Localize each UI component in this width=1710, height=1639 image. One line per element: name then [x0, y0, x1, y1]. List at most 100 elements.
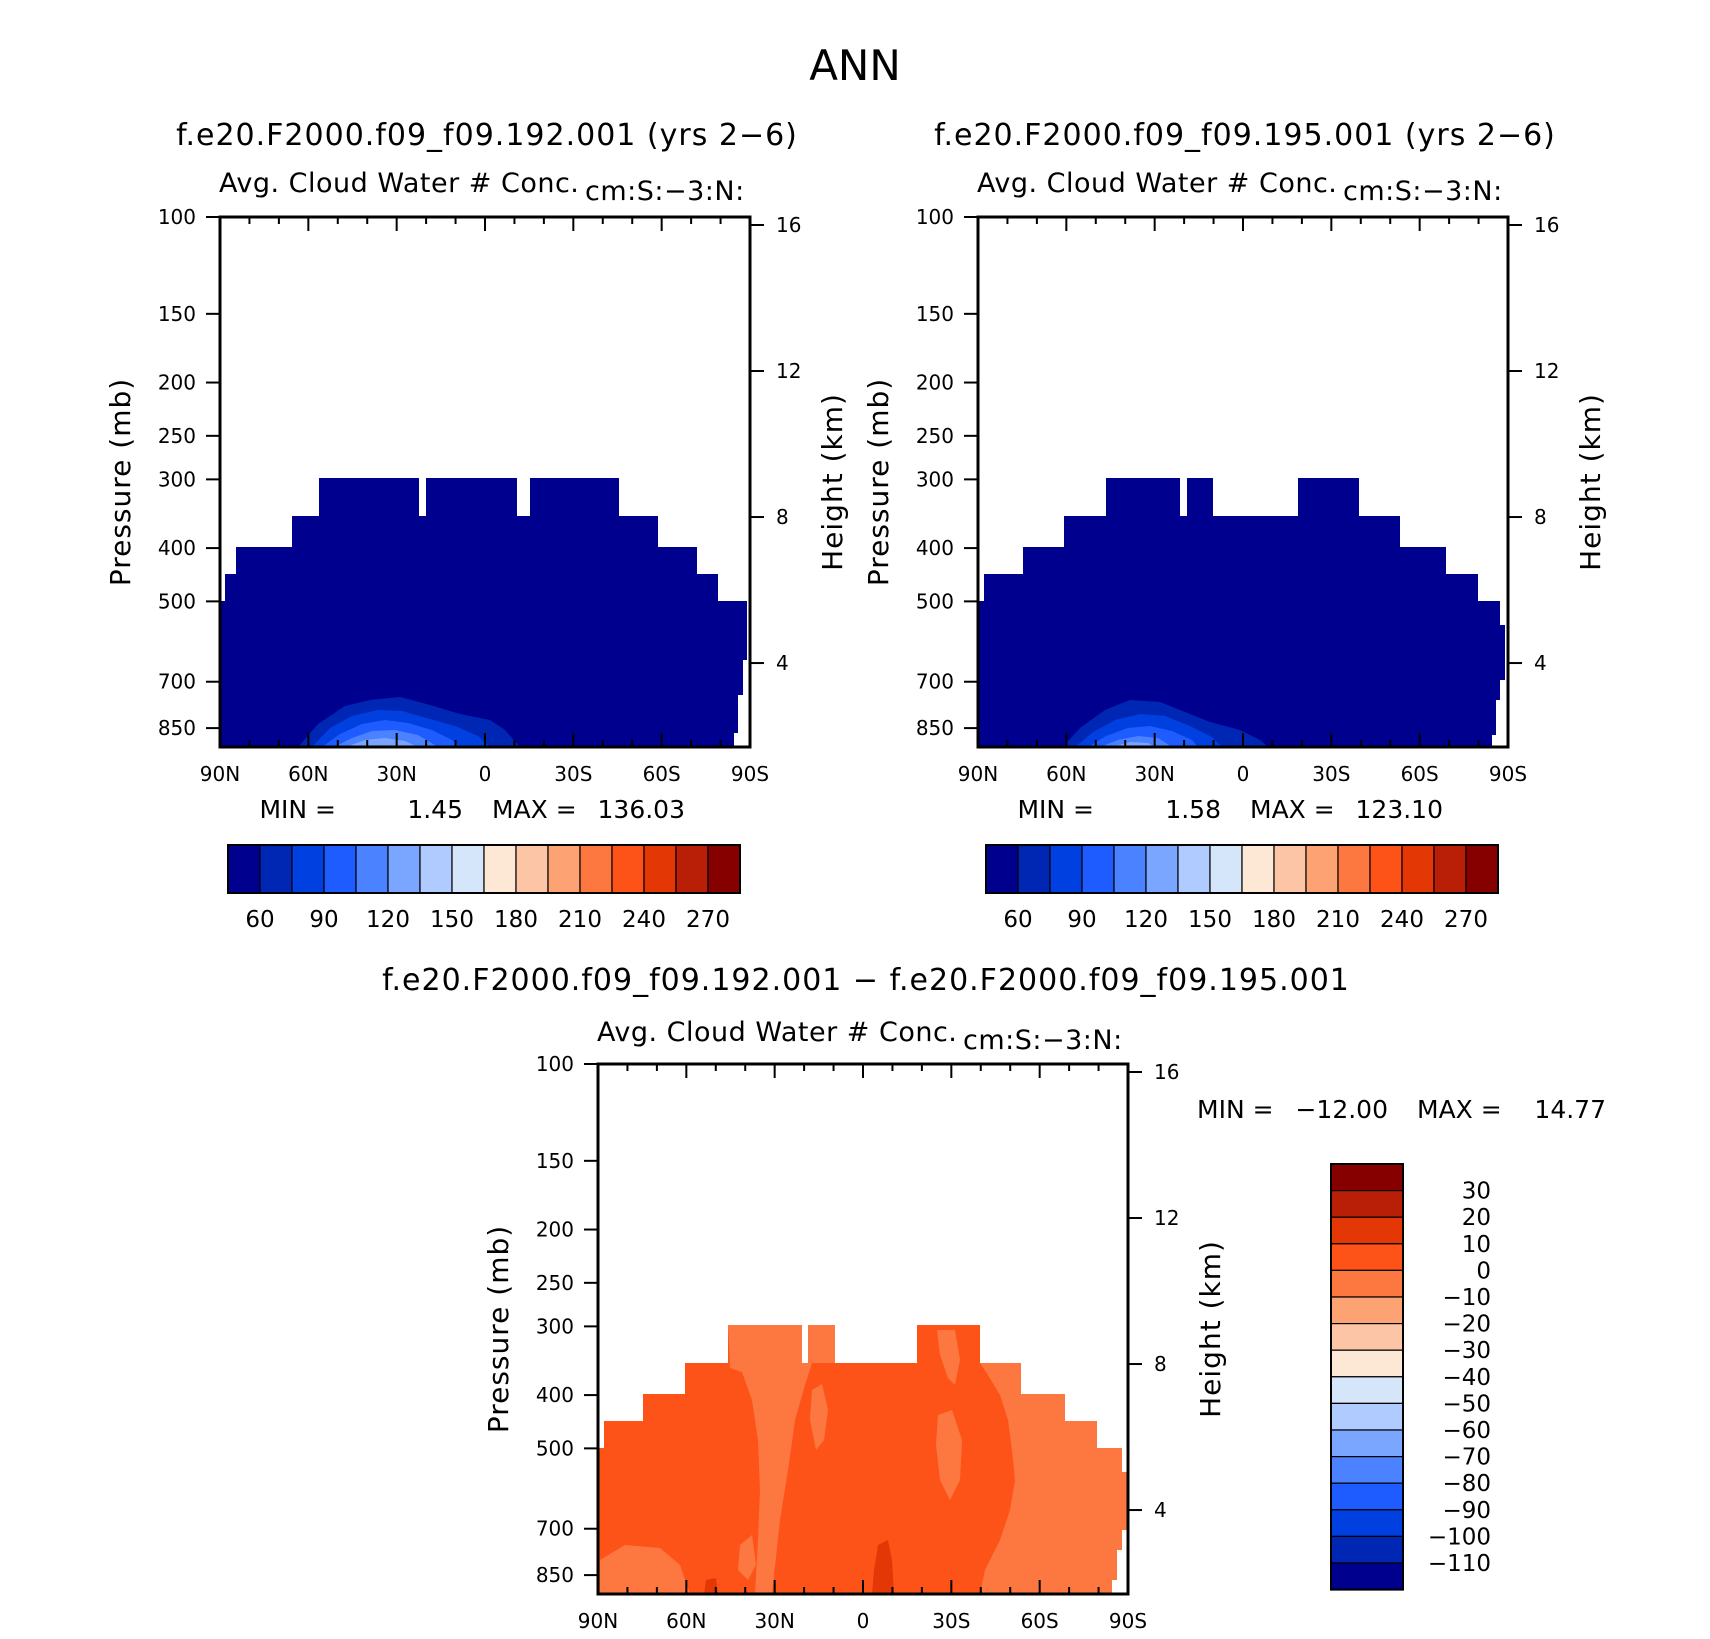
panel-right-variable: Avg. Cloud Water # Conc. — [977, 168, 1337, 199]
panel-diff-y-tick-label: 400 — [536, 1383, 574, 1407]
panel-right-max-value: 123.10 — [1356, 795, 1443, 824]
panel-left-variable: Avg. Cloud Water # Conc. — [219, 168, 579, 199]
panel-left-colorbar-box — [419, 844, 453, 894]
panel-diff-colorbar-label: −50 — [1442, 1391, 1491, 1417]
panel-right-colorbar-box — [1209, 844, 1243, 894]
panel-left-colorbar-label: 270 — [686, 907, 730, 933]
panel-diff-y-axis-label: Pressure (mb) — [482, 1225, 515, 1433]
panel-right-y-tick-label: 400 — [916, 536, 954, 560]
panel-left-y-tick-label: 200 — [158, 371, 196, 395]
panel-diff-x-tick-label: 60S — [1021, 1609, 1059, 1633]
panel-right-colorbar-box — [1369, 844, 1403, 894]
panel-right-colorbar-box — [1177, 844, 1211, 894]
panel-diff-colorbar-label: −70 — [1442, 1445, 1491, 1471]
panel-left-x-tick-label: 0 — [479, 762, 492, 786]
panel-right-colorbar-box — [1465, 844, 1499, 894]
panel-left-colorbar-box — [675, 844, 709, 894]
panel-right-height-tick-label: 16 — [1534, 213, 1559, 237]
panel-diff-contour-fill — [738, 1535, 756, 1580]
panel-left-colorbar-label: 180 — [494, 907, 538, 933]
panel-diff-colorbar-label: −90 — [1442, 1498, 1491, 1524]
panel-left-x-tick-label: 60S — [643, 762, 681, 786]
panel-diff-colorbar-label: 30 — [1462, 1179, 1491, 1205]
panel-left-right-axis-label: Height (km) — [816, 393, 849, 571]
panel-right-colorbar-label: 270 — [1444, 907, 1488, 933]
panel-right-height-tick-label: 12 — [1534, 359, 1559, 383]
panel-right-min-label: MIN = — [1017, 795, 1094, 824]
panel-right-colorbar-box — [1145, 844, 1179, 894]
panel-left-colorbar-label: 240 — [622, 907, 666, 933]
panel-diff-x-tick-label: 0 — [857, 1609, 870, 1633]
panel-diff-colorbar-box — [1330, 1163, 1404, 1192]
panel-diff-colorbar-label: −100 — [1428, 1524, 1491, 1550]
panel-diff-x-tick-label: 30S — [932, 1609, 970, 1633]
panel-left-height-tick-label: 8 — [776, 505, 789, 529]
panel-left-max-label: MAX = — [492, 795, 577, 824]
panel-diff-variable: Avg. Cloud Water # Conc. — [597, 1017, 957, 1048]
panel-diff-height-tick-label: 12 — [1154, 1206, 1179, 1230]
panel-left-y-tick-label: 300 — [158, 467, 196, 491]
panel-diff-height-tick-label: 16 — [1154, 1060, 1179, 1084]
panel-left-y-tick-label: 100 — [158, 205, 196, 229]
panel-right-colorbar-label: 240 — [1380, 907, 1424, 933]
panel-right-x-tick-label: 90N — [958, 762, 998, 786]
panel-left-y-axis-label: Pressure (mb) — [104, 378, 137, 586]
panel-right-colorbar-label: 90 — [1067, 907, 1096, 933]
panel-right-x-tick-label: 0 — [1237, 762, 1250, 786]
panel-left-axes: 100 150 200 250 300 400 500 700 850 16 12 8 4 90N 60N 3… — [158, 205, 802, 786]
panel-left-height-tick-label: 4 — [776, 651, 789, 675]
panel-left-colorbar: 60 90 120 150 180 210 240 270 — [227, 844, 741, 933]
panel-right-colorbar-box — [1241, 844, 1275, 894]
panel-diff-colorbar-label: 20 — [1462, 1205, 1491, 1231]
panel-left-colorbar-box — [707, 844, 741, 894]
panel-right-colorbar-label: 150 — [1188, 907, 1232, 933]
panel-right-colorbar-box — [1017, 844, 1051, 894]
panel-left-colorbar-frame — [227, 844, 741, 894]
panel-right-min-value: 1.58 — [1165, 795, 1221, 824]
panel-left-field — [220, 478, 747, 747]
panel-diff-right-axis-label: Height (km) — [1194, 1240, 1227, 1418]
panel-right-axes: 100 150 200 250 300 400 500 700 850 16 12 8 4 90N 60N 3… — [916, 205, 1560, 786]
panel-right-case-title: f.e20.F2000.f09_f09.195.001 (yrs 2−6) — [934, 118, 1556, 153]
panel-right-colorbar-box — [1305, 844, 1339, 894]
panel-left-min-label: MIN = — [259, 795, 336, 824]
panel-diff-height-tick-label: 8 — [1154, 1352, 1167, 1376]
panel-right-colorbar-box — [1113, 844, 1147, 894]
panel-left-height-tick-label: 12 — [776, 359, 801, 383]
panel-left-height-tick-label: 16 — [776, 213, 801, 237]
panel-left-y-tick-label: 150 — [158, 302, 196, 326]
panel-diff-colorbar-label: −30 — [1442, 1338, 1491, 1364]
panel-diff-y-tick-label: 500 — [536, 1436, 574, 1460]
panel-right-x-tick-label: 90S — [1489, 762, 1527, 786]
panel-diff-x-tick-label: 60N — [666, 1609, 706, 1633]
panel-left-x-tick-label: 30S — [554, 762, 592, 786]
panel-right-x-tick-label: 30N — [1134, 762, 1174, 786]
panel-diff-colorbar-box — [1330, 1509, 1404, 1538]
panel-diff-colorbar-label: −40 — [1442, 1365, 1491, 1391]
panel-diff-contour-fill — [810, 1384, 828, 1450]
panel-left-colorbar-label: 210 — [558, 907, 602, 933]
panel-right-x-tick-label: 60S — [1401, 762, 1439, 786]
panel-diff-colorbar-box — [1330, 1349, 1404, 1378]
panel-left-colorbar-box — [291, 844, 325, 894]
panel-right-max-label: MAX = — [1250, 795, 1335, 824]
panel-diff-y-tick-label: 300 — [536, 1314, 574, 1338]
panel-left-colorbar-box — [643, 844, 677, 894]
panel-right-colorbar-box — [1401, 844, 1435, 894]
panel-left-y-tick-label: 250 — [158, 424, 196, 448]
panel-left-colorbar-label: 90 — [309, 907, 338, 933]
panel-right-height-tick-label: 8 — [1534, 505, 1547, 529]
panel-right-y-tick-label: 200 — [916, 371, 954, 395]
panel-diff-min-value: −12.00 — [1295, 1095, 1388, 1124]
panel-right-colorbar-box — [1337, 844, 1371, 894]
panel-left-case-title: f.e20.F2000.f09_f09.192.001 (yrs 2−6) — [176, 118, 798, 153]
panel-left-max-value: 136.03 — [598, 795, 685, 824]
panel-left-colorbar-box — [259, 844, 293, 894]
panel-diff-contour-fill — [980, 1363, 1127, 1594]
panel-diff-axes: 100 150 200 250 300 400 500 700 850 16 12 8 4 90N 60N 3… — [536, 1052, 1180, 1633]
panel-left-colorbar-label: 60 — [245, 907, 274, 933]
panel-diff-colorbar-box — [1330, 1376, 1404, 1405]
panel-left-x-tick-label: 30N — [376, 762, 416, 786]
panel-right-right-axis-label: Height (km) — [1574, 393, 1607, 571]
